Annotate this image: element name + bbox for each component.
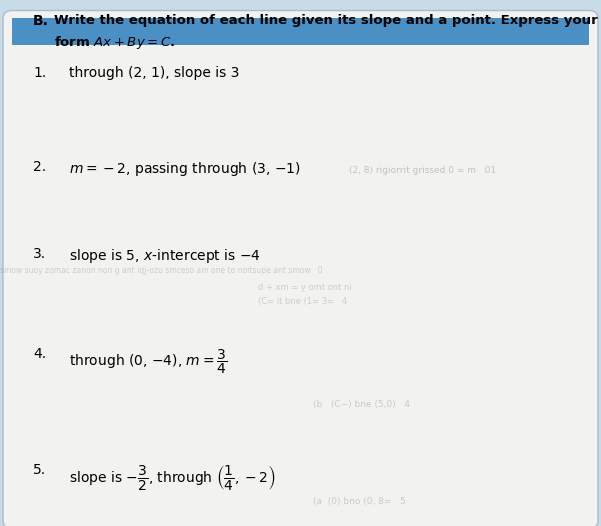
Text: 3.: 3. [33, 247, 46, 261]
Text: Write the equation of each line given its slope and a point. Express your answer: Write the equation of each line given it… [54, 14, 601, 27]
Text: 5.: 5. [33, 463, 46, 477]
Text: smow suoy zomac zanon non g ant iqj-ozu smceso am one to noitsupe ant smow   0: smow suoy zomac zanon non g ant iqj-ozu … [0, 266, 323, 275]
Text: 4.: 4. [33, 347, 46, 361]
Text: through (2, 1), slope is 3: through (2, 1), slope is 3 [69, 66, 239, 80]
Text: B.: B. [33, 14, 49, 28]
Text: $m=-2$, passing through (3, $-$1): $m=-2$, passing through (3, $-$1) [69, 160, 301, 178]
Text: (a  (0) bno (0, 8=   5: (a (0) bno (0, 8= 5 [313, 497, 405, 506]
Text: slope is $-\dfrac{3}{2}$, through $\left(\dfrac{1}{4}, -2\right)$: slope is $-\dfrac{3}{2}$, through $\left… [69, 463, 276, 492]
Text: form $Ax + By = C$.: form $Ax + By = C$. [54, 34, 175, 51]
Text: (2, 8) rigiorrit grissed 0 = m   01: (2, 8) rigiorrit grissed 0 = m 01 [349, 166, 496, 175]
Text: 1.: 1. [33, 66, 46, 80]
Bar [12, 18, 589, 45]
Text: (b   (C−) bne (5,0)   4: (b (C−) bne (5,0) 4 [313, 400, 409, 409]
Text: through (0, $-$4), $m=\dfrac{3}{4}$: through (0, $-$4), $m=\dfrac{3}{4}$ [69, 347, 227, 376]
Text: slope is 5, $x$-intercept is $-$4: slope is 5, $x$-intercept is $-$4 [69, 247, 261, 265]
Text: d + xm = y omt ont ni: d + xm = y omt ont ni [258, 283, 352, 292]
Text: (C= it bne (1= 3=   4: (C= it bne (1= 3= 4 [258, 297, 348, 306]
Text: 2.: 2. [33, 160, 46, 175]
FancyBboxPatch shape [3, 11, 598, 526]
